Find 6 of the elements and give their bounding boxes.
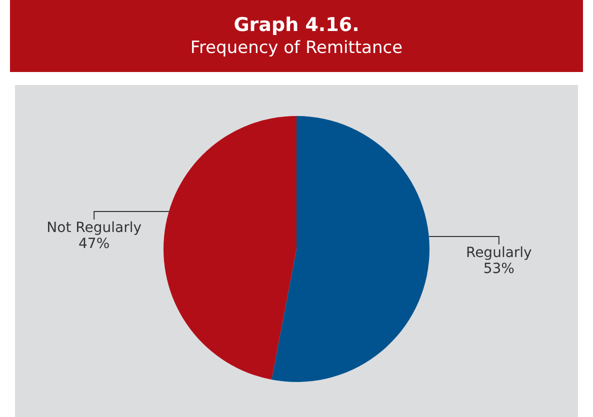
data-label: 47% (78, 236, 110, 252)
chart-subtitle: Frequency of Remittance (189, 38, 404, 58)
slice-label: Not Regularly (46, 220, 142, 236)
chart-title: Graph 4.16. (232, 14, 360, 36)
slice-label: Regularly (466, 245, 532, 262)
data-label: 53% (483, 261, 514, 278)
